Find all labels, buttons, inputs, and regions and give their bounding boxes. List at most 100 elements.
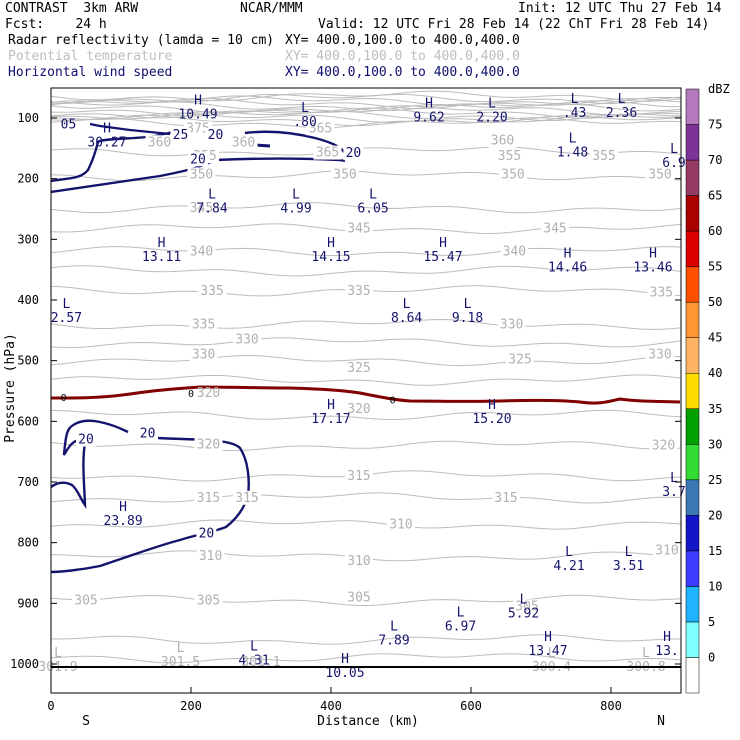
hl-letter: H [649, 247, 657, 262]
zero-contour-label: 0 [390, 395, 396, 406]
theta-label: 365 [316, 146, 339, 161]
hl-letter: H [194, 94, 202, 109]
theta-label-bg [513, 599, 541, 614]
colorbar-swatch [685, 159, 700, 196]
hl-value: .43 [563, 106, 586, 121]
colorbar-swatch [685, 372, 700, 410]
hl-letter: L [565, 545, 573, 560]
hl-grey-letter: L [54, 646, 62, 661]
hl-letter: L [618, 92, 626, 107]
wind-contour-20-left-loop [51, 419, 129, 509]
colorbar-level-label: 5 [708, 615, 715, 629]
hl-letter: L [301, 101, 309, 116]
theta-contour-line [51, 492, 681, 504]
hl-value: 3.7 [662, 485, 685, 500]
plot-frame [50, 87, 682, 694]
theta-contour-line [51, 246, 681, 257]
theta-label-bg [194, 437, 223, 452]
theta-contour-line [51, 594, 681, 607]
theta-label: 375 [186, 121, 209, 136]
hl-value: 10.05 [325, 666, 364, 681]
theta-contour-line [51, 117, 681, 129]
theta-label-bg [194, 593, 223, 608]
theta-label-bg [497, 317, 526, 332]
theta-contour-line [51, 374, 681, 386]
colorbar-swatch [685, 621, 700, 658]
theta-label: 335 [650, 286, 673, 301]
x-axis-ticks: 0 200 400 600 800 [47, 687, 622, 713]
hl-value: 13.46 [633, 261, 672, 276]
theta-contour-line [51, 653, 681, 664]
hl-value: 4.99 [280, 202, 311, 217]
y-tick-label: 100 [17, 111, 39, 125]
theta-contour-line [51, 114, 681, 126]
hl-letter: H [425, 97, 433, 112]
hl-value: 6.05 [357, 202, 388, 217]
theta-label: 305 [347, 590, 370, 605]
colorbar-swatch [685, 337, 700, 374]
hl-letter: L [208, 188, 216, 203]
colorbar-level-label: 75 [708, 118, 722, 132]
theta-contour-line [51, 409, 681, 421]
theta-label-bg [647, 285, 676, 300]
colorbar-swatch [685, 550, 700, 587]
x-tick-label: 0 [47, 699, 54, 713]
hl-letter: L [457, 606, 465, 621]
theta-label: 315 [347, 469, 370, 484]
theta-label-bg [145, 135, 174, 150]
theta-label-bg [313, 145, 342, 160]
hl-value: 15.47 [423, 250, 462, 265]
wind-label: 25 [173, 128, 189, 143]
hl-letter: L [250, 640, 258, 655]
theta-label-bg [331, 167, 359, 182]
theta-label: 325 [347, 361, 370, 376]
hl-value: 2.57 [51, 311, 82, 326]
theta-label-bg [499, 167, 527, 182]
wind-label: 20 [199, 527, 215, 542]
colorbar-swatch [685, 408, 700, 445]
theta-label: 330 [192, 348, 215, 363]
theta-contour-line [51, 103, 681, 114]
y-tick-label: 700 [17, 475, 39, 489]
wind-label: 20 [78, 433, 94, 448]
theta-label: 345 [347, 221, 370, 236]
theta-label: 310 [389, 517, 412, 532]
theta-label: 360 [232, 135, 255, 150]
theta-label: 340 [503, 244, 526, 259]
colorbar-swatch [685, 479, 700, 516]
hl-value: 14.46 [548, 261, 587, 276]
theta-label: 335 [200, 284, 223, 299]
hl-letter: L [403, 297, 411, 312]
init-time: Init: 12 UTC Thu 27 Feb 14 [518, 1, 722, 16]
theta-label: 315 [494, 491, 517, 506]
wind-label-bg [205, 127, 226, 142]
theta-labels: 3753653603603603553553653553503503503503… [72, 121, 681, 614]
colorbar-level-label: 40 [708, 366, 722, 380]
theta-label-bg [189, 317, 218, 332]
colorbar-swatch [685, 88, 700, 125]
hl-letter: L [390, 620, 398, 635]
theta-label-bg [541, 221, 569, 236]
theta-label-bg [590, 149, 618, 164]
colorbar-level-label: 35 [708, 402, 722, 416]
theta-label: 320 [652, 439, 675, 454]
theta-label: 355 [498, 149, 521, 164]
hl-value: 13.11 [142, 250, 181, 265]
theta-label-bg [233, 332, 261, 347]
field-2-xy: XY= 400.0,100.0 to 400.0,400.0 [285, 49, 520, 64]
wind-label-bg [76, 432, 96, 447]
x-axis-label: Distance (km) [317, 714, 419, 729]
theta-label-bg [345, 283, 373, 298]
theta-label: 330 [500, 317, 523, 332]
theta-label: 350 [190, 167, 213, 182]
x-tick-label: 200 [180, 699, 202, 713]
theta-label-bg [646, 167, 674, 182]
theta-label: 350 [501, 167, 524, 182]
x-axis-right-end: N [657, 714, 665, 729]
hl-letter: L [569, 131, 577, 146]
theta-label: 315 [235, 491, 258, 506]
theta-label-bg [495, 149, 524, 164]
theta-contour-line [51, 202, 681, 214]
theta-contour-line [51, 146, 681, 157]
